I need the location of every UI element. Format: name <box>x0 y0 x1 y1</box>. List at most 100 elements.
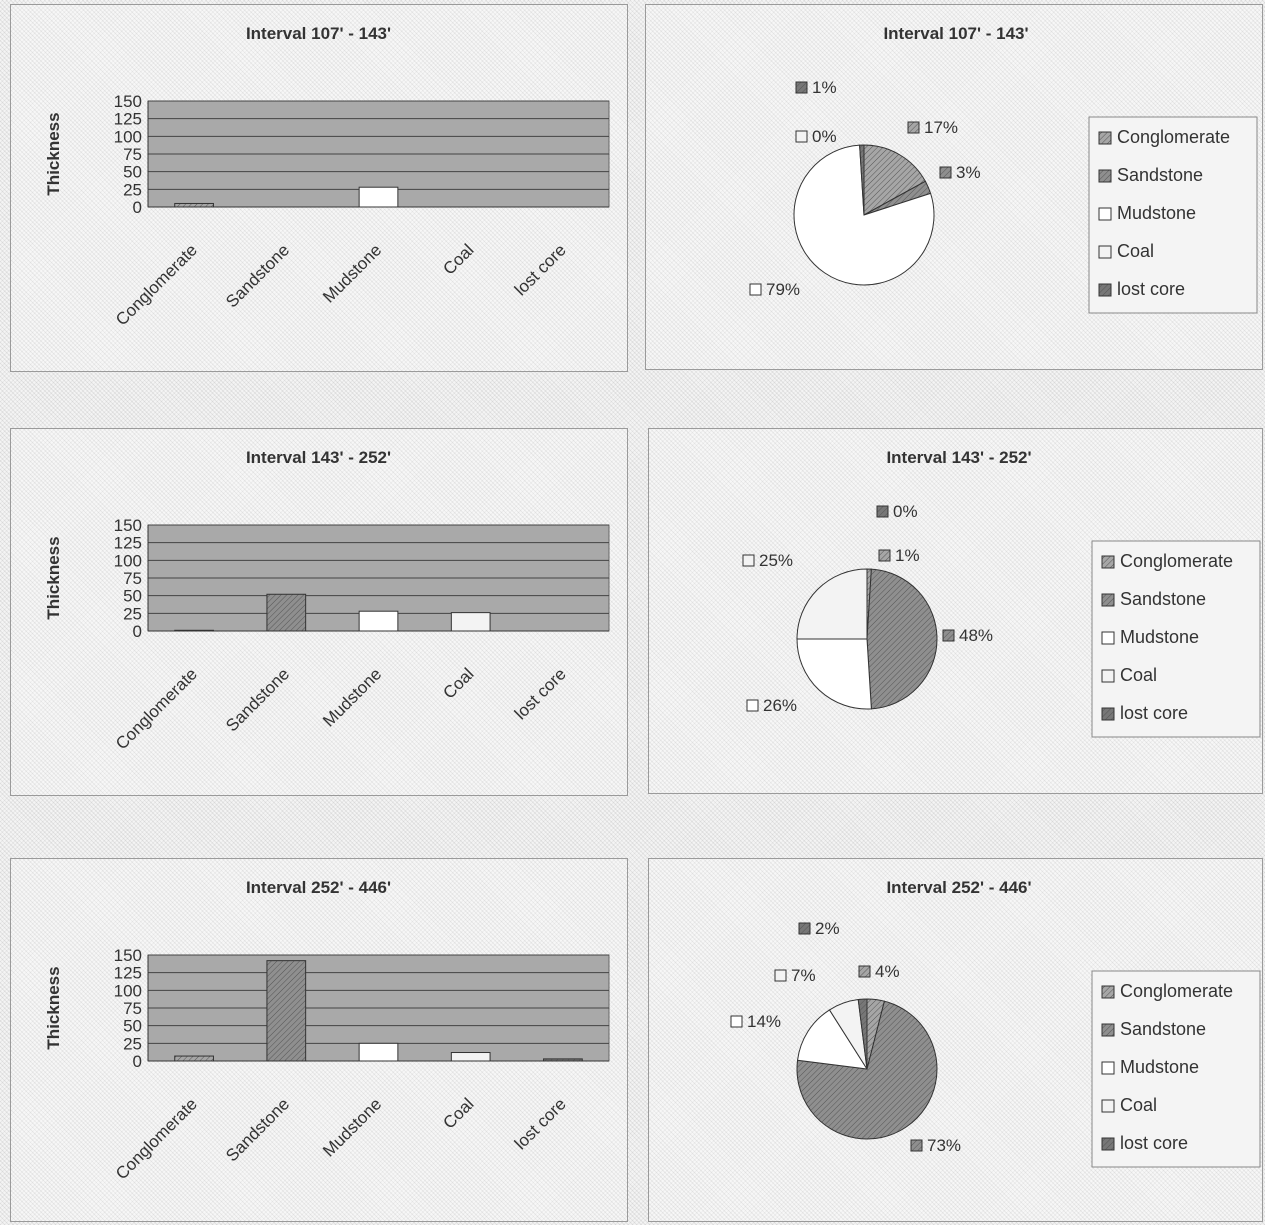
x-tick-label: Coal <box>439 664 477 702</box>
legend-swatch <box>1101 707 1115 721</box>
data-label-swatch <box>910 1139 923 1152</box>
x-tick-label: Coal <box>439 240 477 278</box>
legend-swatch <box>1101 985 1115 999</box>
pie-chart-3: Interval 252' - 446' 4% 73% 14% 7% 2% Conglome… <box>730 878 1261 1168</box>
bar-conglomerate <box>174 202 214 208</box>
y-tick-label: 100 <box>114 981 142 1000</box>
bar-sandstone <box>266 593 307 632</box>
pie-chart-1: Interval 107' - 143' 17% 3% 79% 0% 1% Conglome… <box>749 24 1258 314</box>
legend-swatch <box>1098 131 1112 145</box>
data-label: 2% <box>815 919 840 938</box>
legend-entry: Conglomerate <box>1120 551 1233 571</box>
x-tick-label: lost core <box>511 240 570 299</box>
y-tick-label: 0 <box>133 622 142 641</box>
data-label: 73% <box>927 1136 961 1155</box>
data-label: 0% <box>893 502 918 521</box>
legend-entry: Mudstone <box>1120 1057 1199 1077</box>
data-label-swatch <box>749 283 762 296</box>
y-tick-label: 150 <box>114 516 142 535</box>
bar-lost-core <box>543 1058 583 1062</box>
data-label-swatch <box>774 969 787 982</box>
data-label-swatch <box>795 81 808 94</box>
x-tick-label: Mudstone <box>319 240 385 306</box>
x-tick-label: lost core <box>511 664 570 723</box>
legend-entry: Conglomerate <box>1117 127 1230 147</box>
legend-entry: Conglomerate <box>1120 981 1233 1001</box>
y-tick-label: 50 <box>123 163 142 182</box>
legend-swatch <box>1098 245 1112 259</box>
y-tick-label: 0 <box>133 1052 142 1071</box>
bar-chart-panel-2: Interval 143' - 252' 150 125 100 75 50 25 0 Thic… <box>10 428 628 796</box>
y-tick-label: 50 <box>123 587 142 606</box>
bar-conglomerate <box>174 629 214 632</box>
y-axis-label: Thickness <box>44 112 63 195</box>
data-label: 79% <box>766 280 800 299</box>
y-tick-label: 25 <box>123 604 142 623</box>
data-label: 26% <box>763 696 797 715</box>
y-tick-label: 75 <box>123 145 142 164</box>
pie-slice-sandstone <box>796 1000 938 1140</box>
legend-entry: Sandstone <box>1120 589 1206 609</box>
y-tick-label: 125 <box>114 964 142 983</box>
bar-sandstone <box>266 960 307 1062</box>
y-tick-label: 150 <box>114 92 142 111</box>
data-label: 7% <box>791 966 816 985</box>
chart-title: Interval 143' - 252' <box>886 448 1031 467</box>
legend-swatch <box>1101 1061 1115 1075</box>
legend-entry: lost core <box>1120 703 1188 723</box>
legend-entry: Mudstone <box>1120 627 1199 647</box>
y-tick-label: 75 <box>123 569 142 588</box>
data-label-swatch <box>742 554 755 567</box>
data-label-swatch <box>746 699 759 712</box>
data-label-swatch <box>730 1015 743 1028</box>
data-label-swatch <box>798 922 811 935</box>
data-label: 25% <box>759 551 793 570</box>
data-label: 14% <box>747 1012 781 1031</box>
legend-swatch <box>1101 1023 1115 1037</box>
x-tick-label: Conglomerate <box>112 1094 201 1183</box>
data-label-swatch <box>878 549 891 562</box>
legend-box <box>1091 540 1261 738</box>
pie-slice-mudstone <box>796 1009 868 1070</box>
data-label-swatch <box>876 505 889 518</box>
x-tick-label: Conglomerate <box>112 664 201 753</box>
bar-chart-panel-3: Interval 252' - 446' 150 125 100 75 50 25 0 Thic… <box>10 858 628 1222</box>
legend-entry: Sandstone <box>1117 165 1203 185</box>
y-tick-label: 100 <box>114 551 142 570</box>
data-label: 4% <box>875 962 900 981</box>
pie-slice-sandstone <box>866 568 938 710</box>
pie-slice-lost-core <box>859 144 865 216</box>
data-label-swatch <box>907 121 920 134</box>
pie-chart-panel-3: Interval 252' - 446' 4% 73% 14% 7% 2% Conglome… <box>648 858 1263 1222</box>
chart-title: Interval 107' - 143' <box>246 24 391 43</box>
y-tick-label: 100 <box>114 127 142 146</box>
y-axis-label: Thickness <box>44 536 63 619</box>
legend-entry: Coal <box>1120 665 1157 685</box>
data-label: 1% <box>812 78 837 97</box>
legend-swatch <box>1101 669 1115 683</box>
pie-chart-panel-2: Interval 143' - 252' 1% 48% 26% 25% 0% Conglom… <box>648 428 1263 794</box>
legend-swatch <box>1101 593 1115 607</box>
y-tick-label: 25 <box>123 1034 142 1053</box>
x-tick-label: Coal <box>439 1094 477 1132</box>
pie-slice-mudstone <box>796 638 872 710</box>
x-tick-label: Mudstone <box>319 664 385 730</box>
chart-title: Interval 143' - 252' <box>246 448 391 467</box>
legend-entry: lost core <box>1117 279 1185 299</box>
chart-title: Interval 252' - 446' <box>246 878 391 897</box>
legend-entry: Coal <box>1117 241 1154 261</box>
chart-title: Interval 252' - 446' <box>886 878 1031 897</box>
legend-swatch <box>1098 169 1112 183</box>
y-axis-label: Thickness <box>44 966 63 1049</box>
bar-mudstone <box>358 610 399 632</box>
pie-slice-lost-core <box>857 998 868 1070</box>
data-label-swatch <box>939 166 952 179</box>
data-label: 1% <box>895 546 920 565</box>
data-label-swatch <box>795 130 808 143</box>
y-tick-label: 125 <box>114 534 142 553</box>
legend-entry: Sandstone <box>1120 1019 1206 1039</box>
pie-slice-coal <box>796 568 868 640</box>
x-tick-label: lost core <box>511 1094 570 1153</box>
